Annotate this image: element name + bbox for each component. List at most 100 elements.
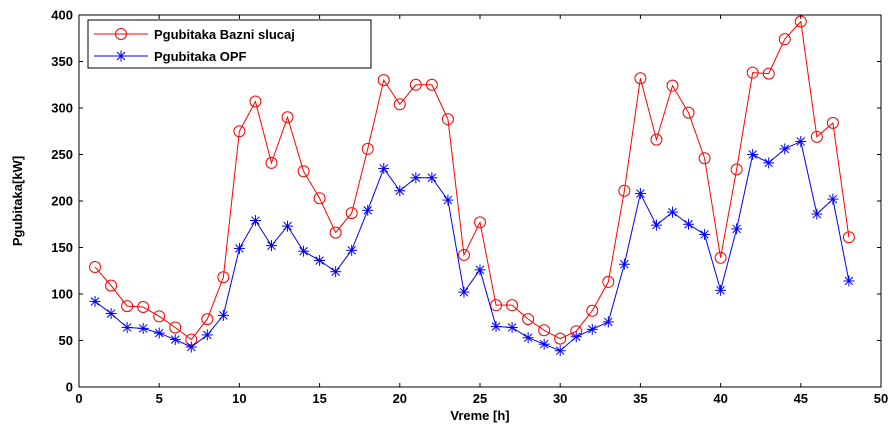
series-1 bbox=[89, 15, 855, 346]
star-marker bbox=[115, 50, 127, 62]
circle-marker bbox=[425, 78, 438, 91]
star-marker bbox=[426, 172, 438, 184]
circle-marker bbox=[522, 313, 535, 326]
x-tick-label: 30 bbox=[553, 391, 567, 406]
y-tick-label: 250 bbox=[51, 147, 73, 162]
circle-marker bbox=[345, 207, 358, 220]
circle-marker bbox=[409, 78, 422, 91]
star-marker bbox=[506, 321, 518, 333]
star-marker bbox=[747, 149, 759, 160]
series-line bbox=[94, 20, 850, 341]
y-tick-label: 200 bbox=[51, 194, 73, 209]
star-marker bbox=[779, 143, 791, 155]
x-tick-label: 10 bbox=[232, 391, 246, 406]
ticks-layer: 0 5 10 15 20 25 30 35 40 45 50 0 50 100 150 200 250 300 35… bbox=[51, 8, 888, 407]
star-marker bbox=[570, 331, 582, 343]
star-marker bbox=[330, 266, 342, 278]
y-tick-label: 150 bbox=[51, 240, 73, 255]
circle-marker bbox=[115, 28, 127, 40]
circle-marker bbox=[441, 113, 454, 126]
star-marker bbox=[169, 334, 181, 346]
circle-marker bbox=[89, 261, 102, 274]
x-tick-label: 20 bbox=[393, 391, 407, 406]
circle-marker bbox=[490, 299, 503, 312]
star-marker bbox=[843, 275, 855, 287]
star-marker bbox=[153, 327, 165, 339]
star-marker bbox=[763, 157, 775, 169]
circle-marker bbox=[586, 304, 599, 317]
legend-label: Pgubitaka OPF bbox=[154, 49, 247, 64]
circle-marker bbox=[842, 231, 855, 244]
star-marker bbox=[538, 338, 550, 350]
circle-marker bbox=[377, 74, 390, 87]
star-marker bbox=[731, 223, 743, 235]
star-marker bbox=[490, 321, 502, 333]
legend: Pgubitaka Bazni slucaj Pgubitaka OPF bbox=[87, 19, 372, 69]
star-marker bbox=[89, 295, 101, 307]
x-tick-label: 50 bbox=[874, 391, 888, 406]
star-marker bbox=[618, 258, 630, 270]
star-marker bbox=[683, 218, 695, 230]
star-marker bbox=[442, 194, 454, 206]
star-marker bbox=[586, 323, 598, 335]
series-2 bbox=[89, 135, 855, 357]
x-tick-label: 25 bbox=[473, 391, 487, 406]
legend-item-2: Pgubitaka OPF bbox=[94, 49, 247, 64]
x-tick-label: 5 bbox=[156, 391, 163, 406]
circle-marker bbox=[826, 116, 839, 129]
circle-marker bbox=[618, 184, 631, 197]
circle-marker bbox=[698, 152, 711, 165]
legend-label: Pgubitaka Bazni slucaj bbox=[154, 27, 295, 42]
star-marker bbox=[265, 240, 277, 252]
circle-marker bbox=[201, 313, 214, 326]
star-marker bbox=[474, 264, 486, 276]
star-marker bbox=[201, 329, 213, 341]
star-marker bbox=[410, 172, 422, 184]
y-tick-label: 350 bbox=[51, 54, 73, 69]
legend-item-1: Pgubitaka Bazni slucaj bbox=[94, 27, 295, 42]
circle-marker bbox=[121, 300, 134, 313]
series-layer bbox=[89, 15, 855, 357]
star-marker bbox=[282, 220, 294, 232]
star-marker bbox=[795, 135, 807, 147]
star-marker bbox=[298, 245, 310, 257]
x-tick-label: 40 bbox=[713, 391, 727, 406]
y-tick-label: 300 bbox=[51, 101, 73, 116]
star-marker bbox=[458, 286, 470, 298]
star-marker bbox=[650, 219, 662, 231]
star-marker bbox=[314, 255, 326, 267]
circle-marker bbox=[457, 248, 470, 261]
y-tick-label: 50 bbox=[59, 333, 73, 348]
star-marker bbox=[602, 316, 614, 328]
circle-marker bbox=[281, 111, 294, 124]
star-marker bbox=[105, 308, 117, 320]
circle-marker bbox=[217, 271, 230, 284]
y-axis-title: Pgubitaka[kW] bbox=[10, 156, 25, 246]
x-tick-label: 35 bbox=[633, 391, 647, 406]
circle-marker bbox=[329, 226, 342, 239]
star-marker bbox=[394, 185, 406, 197]
circle-marker bbox=[778, 33, 791, 46]
star-marker bbox=[827, 193, 839, 205]
circle-marker bbox=[313, 192, 326, 205]
x-tick-label: 0 bbox=[75, 391, 82, 406]
circle-marker bbox=[682, 106, 695, 119]
star-marker bbox=[362, 204, 374, 216]
star-marker bbox=[699, 228, 711, 240]
circle-marker bbox=[169, 321, 182, 334]
circle-marker bbox=[810, 130, 823, 143]
circle-marker bbox=[105, 279, 118, 292]
star-marker bbox=[811, 208, 823, 220]
circle-marker bbox=[634, 72, 647, 85]
circle-marker bbox=[393, 98, 406, 111]
circle-marker bbox=[361, 142, 374, 155]
circle-marker bbox=[137, 301, 150, 314]
circle-marker bbox=[265, 156, 278, 169]
star-marker bbox=[346, 244, 358, 256]
circle-marker bbox=[746, 66, 759, 79]
star-marker bbox=[121, 321, 133, 333]
circle-marker bbox=[714, 251, 727, 264]
star-marker bbox=[666, 206, 678, 218]
circle-marker bbox=[249, 95, 262, 108]
